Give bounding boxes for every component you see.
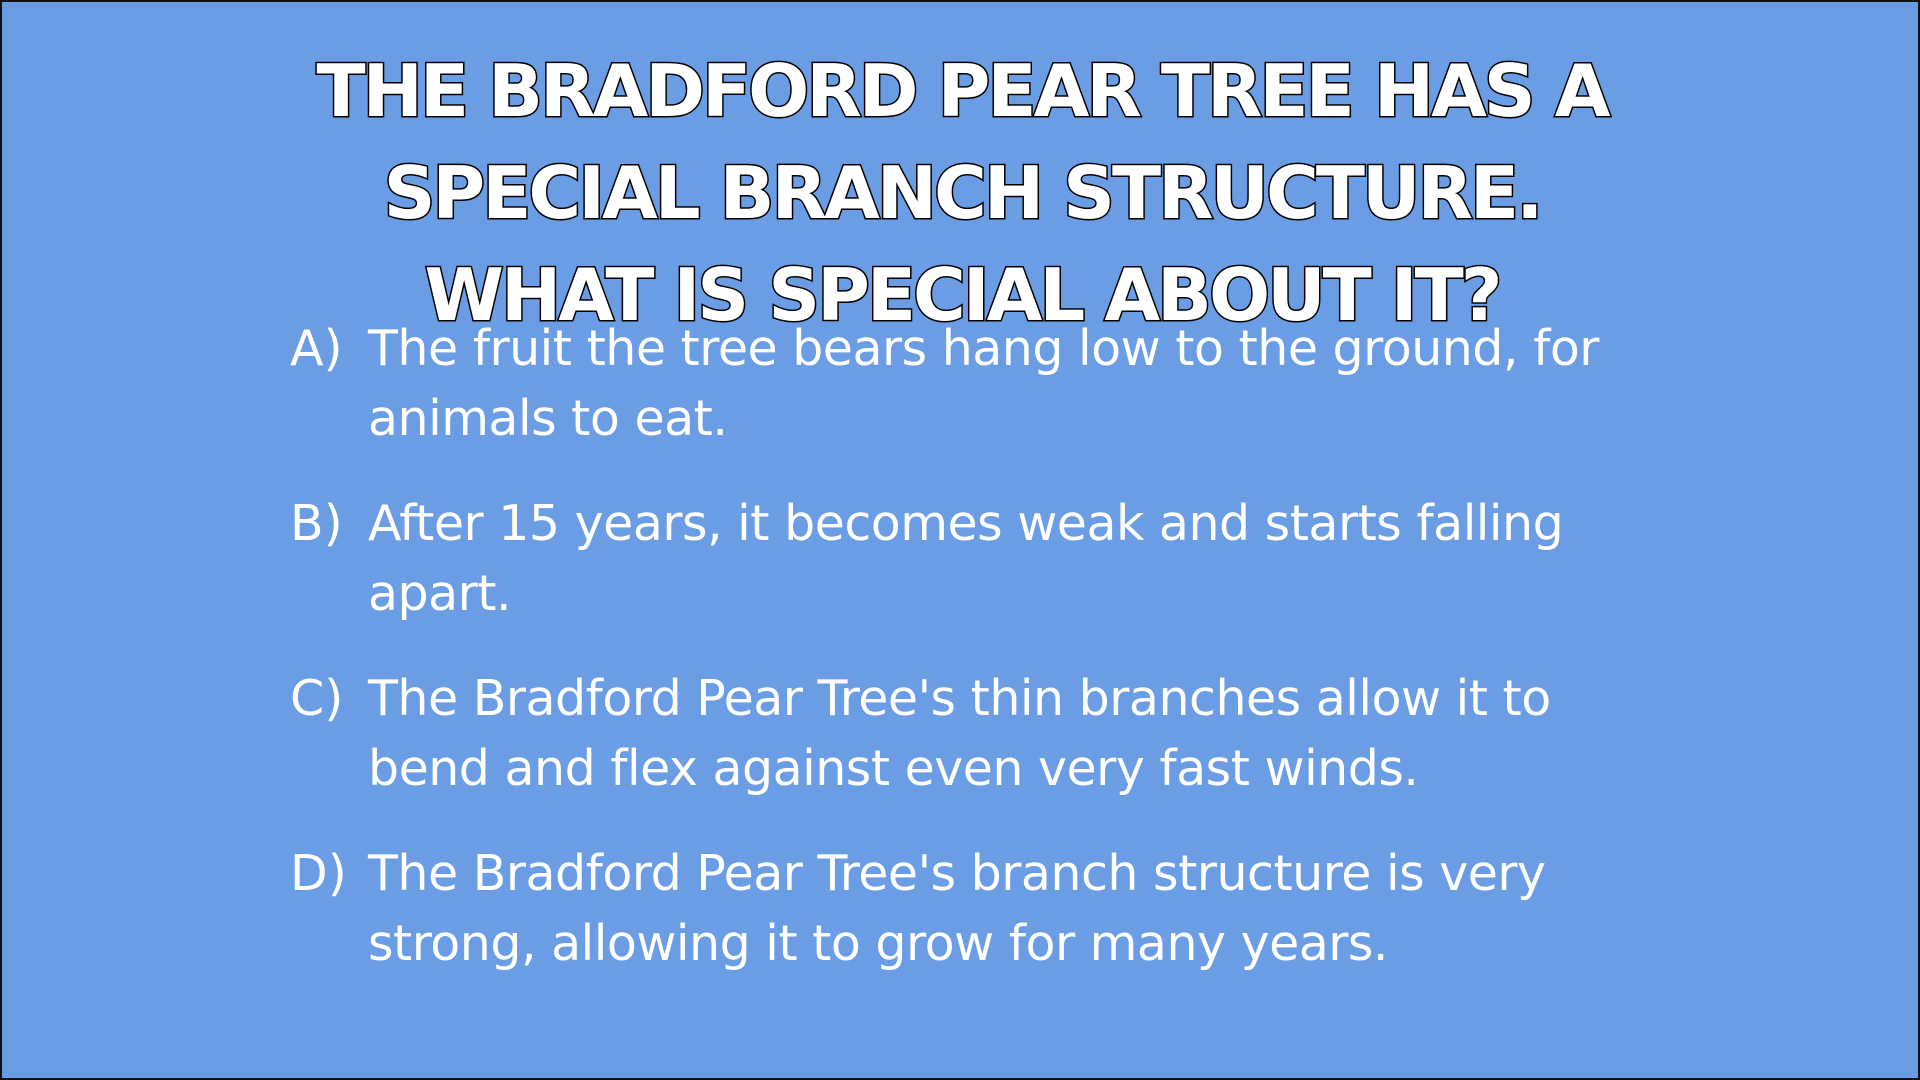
answer-options: A) The fruit the tree bears hang low to … [290,314,1690,1014]
question-title-line: THE BRADFORD PEAR TREE HAS A [315,48,1612,135]
question-title: THE BRADFORD PEAR TREE HAS A SPECIAL BRA… [2,40,1918,346]
option-letter: C) [290,670,344,727]
option-text-line: The Bradford Pear Tree's thin branches a… [368,670,1551,727]
option-text: The fruit the tree bears hang low to the… [368,314,1690,454]
option-text: The Bradford Pear Tree's thin branches a… [368,664,1690,804]
option-text-line: bend and flex against even very fast win… [368,740,1419,797]
option-letter: D) [290,845,347,902]
answer-option-a[interactable]: A) The fruit the tree bears hang low to … [290,314,1690,454]
option-text-line: The fruit the tree bears hang low to the… [368,320,1599,377]
option-letter: B) [290,495,343,552]
option-text-line: strong, allowing it to grow for many yea… [368,915,1389,972]
question-title-line: WHAT IS SPECIAL ABOUT IT? [423,252,1504,339]
option-text-line: The Bradford Pear Tree's branch structur… [368,845,1546,902]
option-letter: A) [290,320,343,377]
option-text-line: apart. [368,565,512,622]
answer-option-c[interactable]: C) The Bradford Pear Tree's thin branche… [290,664,1690,804]
question-title-line: SPECIAL BRANCH STRUCTURE. [382,150,1545,237]
option-text: After 15 years, it becomes weak and star… [368,489,1690,629]
option-text-line: After 15 years, it becomes weak and star… [368,495,1564,552]
answer-option-d[interactable]: D) The Bradford Pear Tree's branch struc… [290,839,1690,979]
option-text: The Bradford Pear Tree's branch structur… [368,839,1690,979]
option-text-line: animals to eat. [368,390,728,447]
answer-option-b[interactable]: B) After 15 years, it becomes weak and s… [290,489,1690,629]
